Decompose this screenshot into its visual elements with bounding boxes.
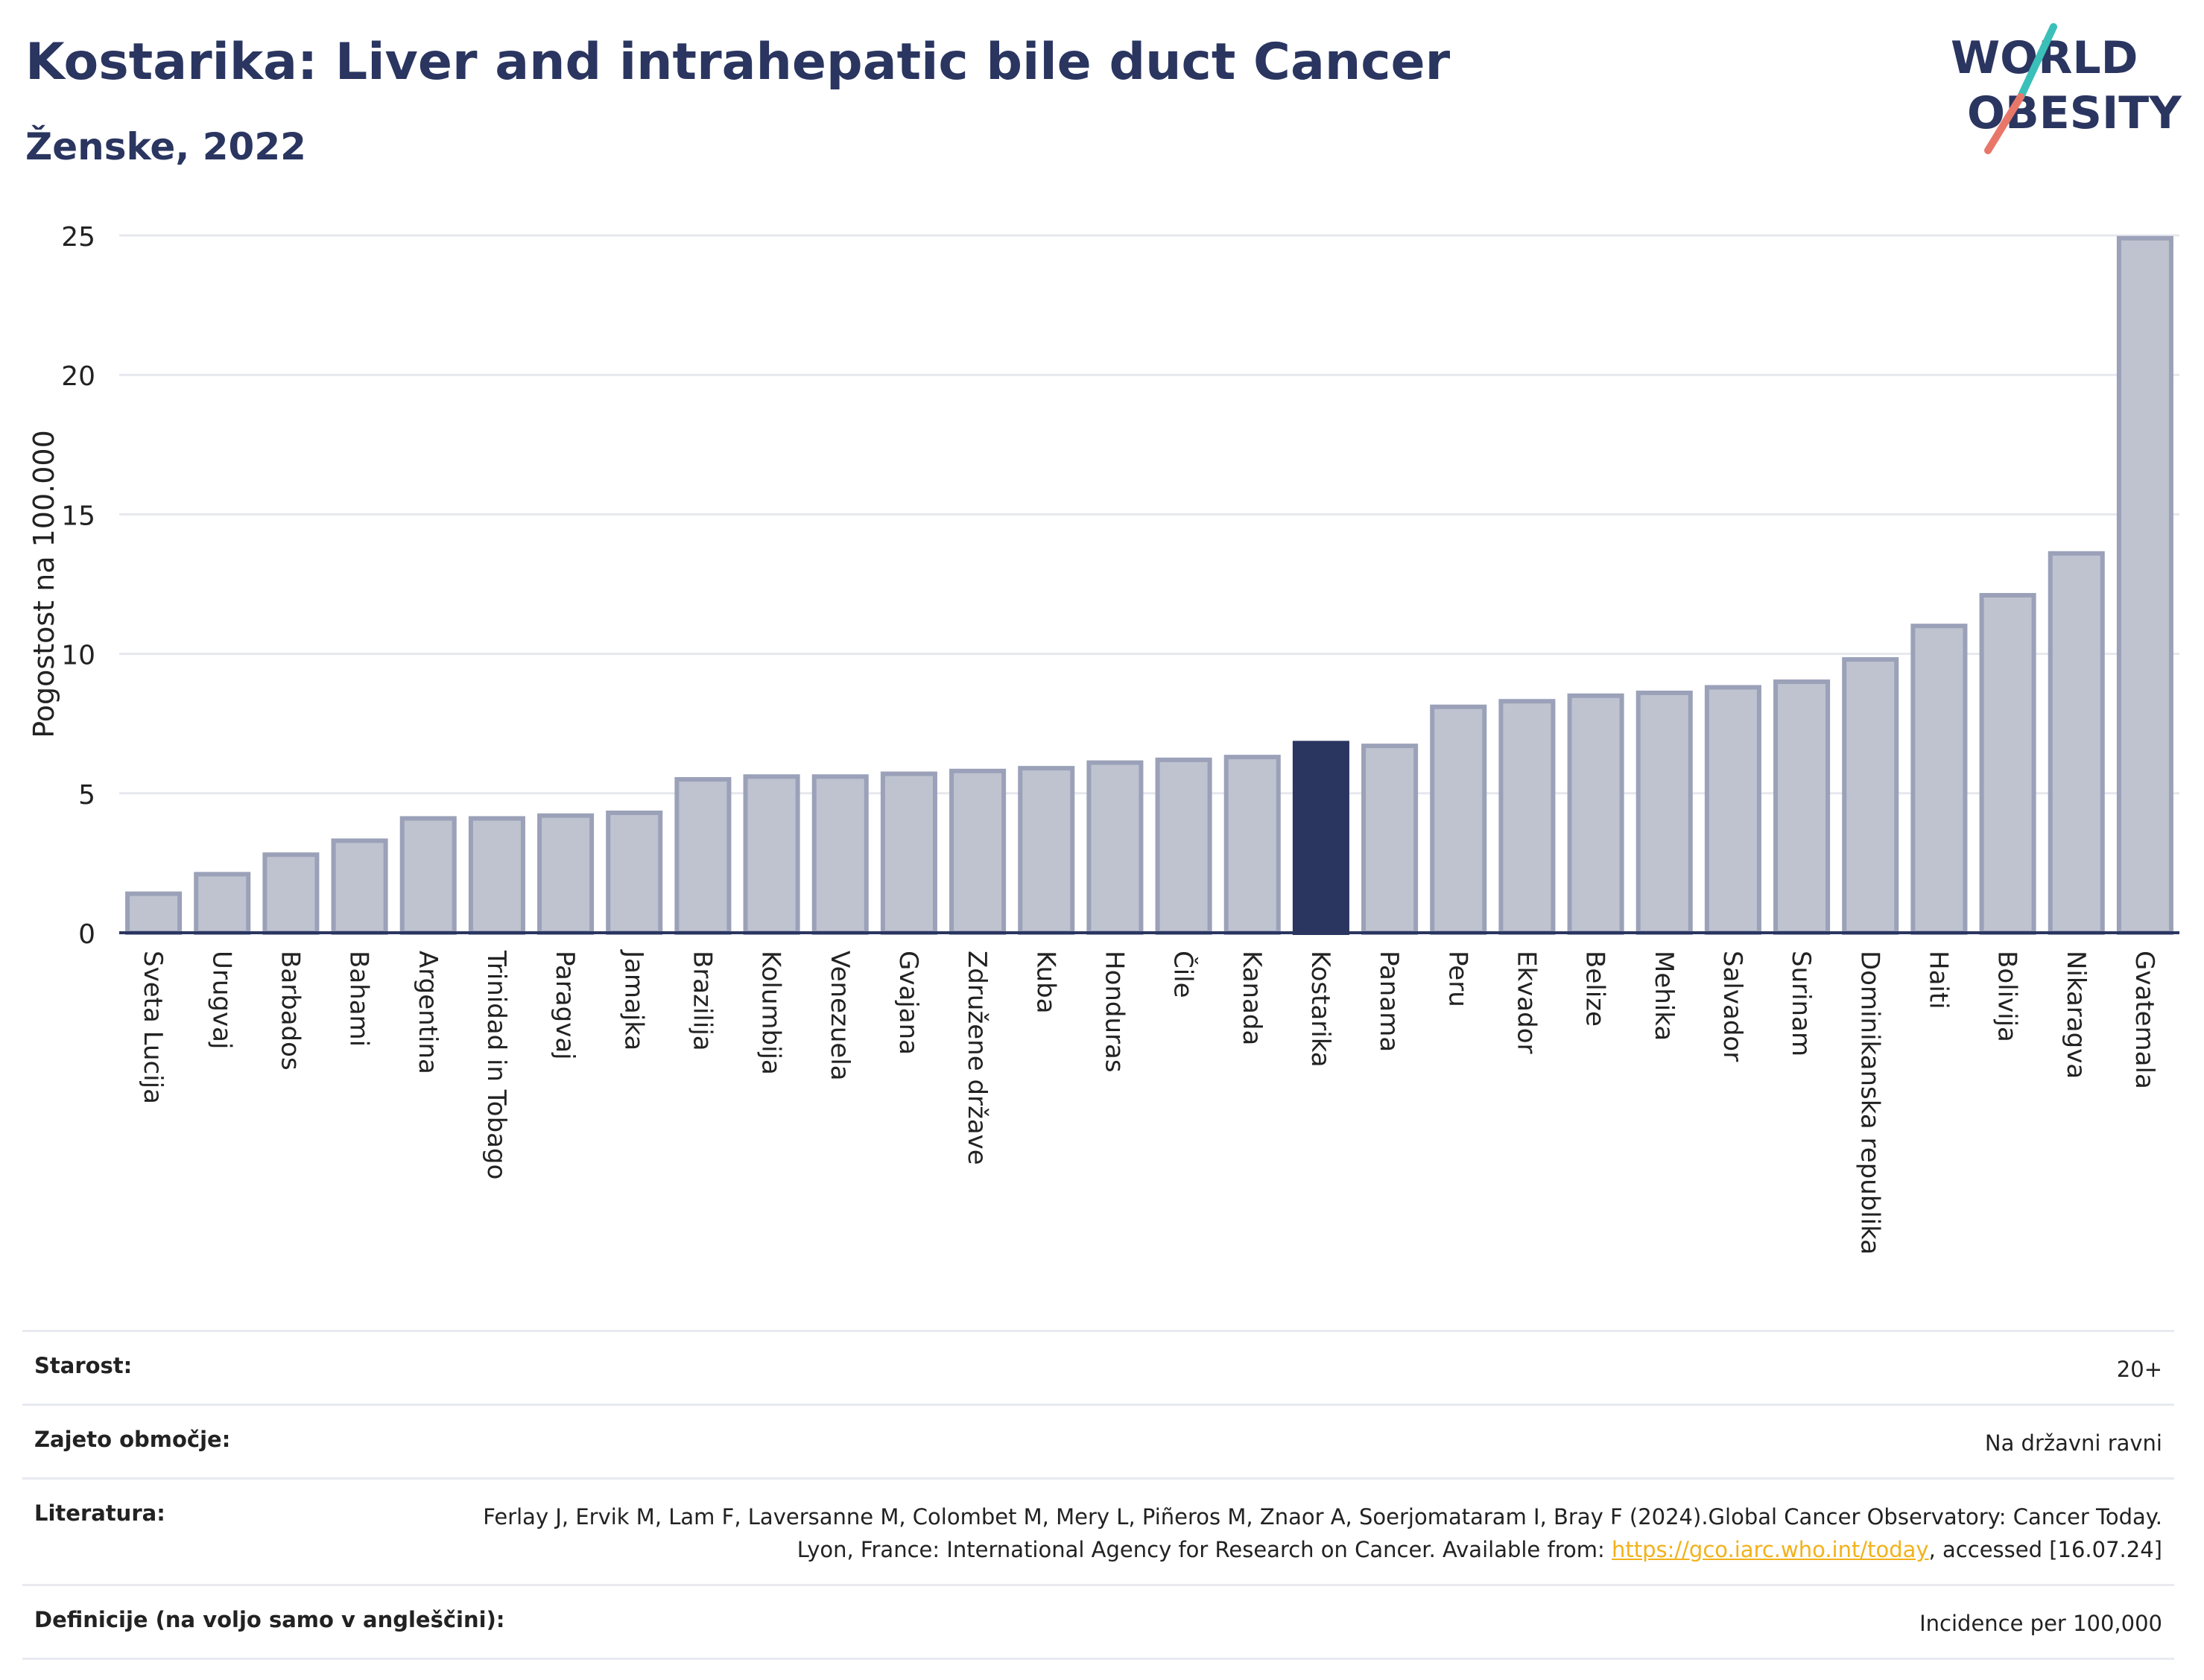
- bar: [194, 872, 251, 935]
- bar: [1292, 741, 1349, 936]
- bar: [1155, 757, 1212, 936]
- bar: [1979, 592, 2036, 935]
- bar: [1842, 657, 1899, 935]
- x-tick-label: Belize: [1580, 951, 1610, 1027]
- literature-text: Ferlay J, Ervik M, Lam F, Laversanne M, …: [483, 1504, 2162, 1562]
- x-tick-label: Bolivija: [1992, 951, 2022, 1042]
- bar: [811, 774, 869, 936]
- x-tick-label: Haiti: [1923, 951, 1953, 1009]
- bar: [606, 811, 663, 936]
- info-label: Definicije (na voljo samo v angleščini):: [34, 1607, 505, 1632]
- bar: [1910, 624, 1968, 935]
- bar: [1086, 760, 1144, 936]
- bar: [1223, 755, 1281, 935]
- x-tick-label: Urugvaj: [206, 951, 236, 1049]
- bar: [399, 816, 457, 935]
- x-tick-label: Ekvador: [1511, 951, 1541, 1054]
- x-tick-label: Dominikanska republika: [1855, 951, 1884, 1255]
- x-tick-label: Surinam: [1786, 951, 1816, 1056]
- bar: [1498, 699, 1556, 935]
- bar: [331, 838, 388, 935]
- y-axis-title: Pogostost na 100.000: [28, 430, 60, 738]
- x-tick-label: Gvajana: [893, 951, 923, 1055]
- logo-slash-coral: [1984, 93, 2024, 154]
- info-value: Ferlay J, Ervik M, Lam F, Laversanne M, …: [449, 1500, 2162, 1566]
- y-tick-label: 25: [61, 222, 95, 253]
- y-tick-label: 15: [61, 501, 95, 531]
- bar: [468, 816, 525, 935]
- x-tick-label: Čile: [1168, 951, 1199, 998]
- y-tick-label: 10: [61, 641, 95, 671]
- x-tick-label: Trinidad in Tobago: [481, 950, 511, 1179]
- logo-slash-teal: [2017, 23, 2057, 101]
- bar: [1704, 685, 1761, 935]
- info-row-age: Starost: 20+: [22, 1330, 2174, 1404]
- y-tick-label: 20: [61, 361, 95, 392]
- y-tick-label: 0: [78, 919, 95, 950]
- x-tick-label: Venezuela: [825, 951, 855, 1081]
- x-tick-label: Kostarika: [1305, 951, 1335, 1068]
- x-tick-label: Bahami: [344, 951, 374, 1047]
- bar: [2116, 235, 2173, 935]
- bar: [674, 777, 732, 935]
- bar: [1361, 744, 1419, 935]
- bar: [2048, 551, 2105, 935]
- x-tick-label: Barbados: [275, 951, 305, 1071]
- x-tick-label: Kuba: [1030, 951, 1060, 1014]
- x-tick-label: Kolumbija: [756, 951, 786, 1075]
- bar: [1635, 691, 1693, 935]
- info-label: Starost:: [34, 1353, 133, 1378]
- chart-title: Kostarika: Liver and intrahepatic bile d…: [25, 33, 1451, 92]
- bar: [880, 771, 937, 936]
- info-table: Starost: 20+ Zajeto območje: Na državni …: [22, 1330, 2174, 1660]
- x-tick-label: Nikaragva: [2061, 951, 2091, 1079]
- info-value: 20+: [2116, 1357, 2162, 1382]
- bar: [1018, 766, 1075, 935]
- bar: [949, 768, 1007, 936]
- x-tick-label: Paragvaj: [550, 951, 580, 1060]
- y-tick-label: 5: [78, 780, 95, 811]
- x-tick-label: Združene države: [962, 951, 992, 1165]
- bar: [537, 813, 595, 935]
- x-tick-label: Jamajka: [618, 949, 648, 1050]
- bar-chart: 0 5 10 15 20 25 Pogostost na 100.000 Sveta Luci…: [28, 222, 2179, 1255]
- info-row-definitions: Definicije (na voljo samo v angleščini):…: [22, 1584, 2174, 1660]
- x-tick-label: Honduras: [1099, 951, 1129, 1073]
- info-row-literature: Literatura: Ferlay J, Ervik M, Lam F, La…: [22, 1477, 2174, 1584]
- literature-accessed: , accessed [16.07.24]: [1928, 1537, 2162, 1562]
- x-tick-label: Kanada: [1237, 951, 1267, 1045]
- info-value: Na državni ravni: [1984, 1430, 2162, 1456]
- x-tick-label: Brazilija: [687, 951, 717, 1051]
- bar: [1567, 693, 1624, 935]
- x-tick-label: Gvatemala: [2129, 951, 2159, 1089]
- x-tick-label: Sveta Lucija: [138, 951, 168, 1104]
- bar: [125, 891, 183, 935]
- info-label: Literatura:: [34, 1500, 165, 1526]
- source-link[interactable]: https://gco.iarc.who.int/today: [1611, 1537, 1929, 1562]
- info-label: Zajeto območje:: [34, 1427, 231, 1452]
- chart-subtitle: Ženske, 2022: [25, 125, 306, 168]
- bar: [743, 774, 800, 936]
- bar: [1773, 679, 1831, 935]
- x-tick-label: Peru: [1443, 951, 1472, 1007]
- info-value: Incidence per 100,000: [1919, 1611, 2162, 1636]
- world-obesity-logo: WORLD OBESITY: [1951, 23, 2182, 154]
- bar: [262, 852, 320, 935]
- bar: [1430, 704, 1487, 936]
- info-row-coverage: Zajeto območje: Na državni ravni: [22, 1404, 2174, 1477]
- x-tick-label: Mehika: [1649, 951, 1679, 1041]
- x-tick-label: Argentina: [413, 951, 443, 1074]
- x-tick-label: Panama: [1374, 951, 1404, 1052]
- x-tick-label: Salvador: [1717, 951, 1747, 1062]
